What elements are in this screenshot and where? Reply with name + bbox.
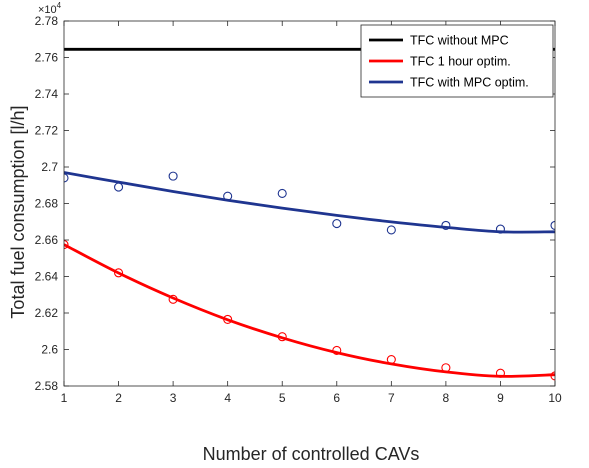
y-tick-label: 2.68	[35, 197, 59, 211]
series-line-tfc-with-mpc-optim	[64, 171, 555, 234]
x-tick-label: 3	[170, 391, 177, 405]
x-tick-label: 1	[61, 391, 68, 405]
y-tick-label: 2.7	[41, 160, 58, 174]
y-tick-label: 2.78	[35, 14, 59, 28]
x-tick-label: 5	[279, 391, 286, 405]
x-tick-label: 8	[443, 391, 450, 405]
y-multiplier-exponent: 4	[57, 1, 62, 10]
data-point-tfc-1-hour-optim	[386, 354, 396, 365]
x-tick-label: 9	[497, 391, 504, 405]
data-point-tfc-with-mpc-optim	[332, 219, 342, 229]
y-tick-label: 2.66	[35, 233, 59, 247]
y-tick-label: 2.72	[35, 124, 59, 138]
y-axis-multiplier: ×104	[38, 1, 62, 16]
y-tick-label: 2.6	[41, 343, 58, 357]
data-point-tfc-1-hour-optim	[168, 294, 178, 304]
data-point-tfc-with-mpc-optim	[64, 173, 69, 183]
y-tick-label: 2.58	[35, 379, 59, 393]
y-tick-label: 2.76	[35, 51, 59, 65]
x-tick-label: 4	[224, 391, 231, 405]
data-point-tfc-1-hour-optim	[495, 368, 505, 378]
x-tick-label: 10	[548, 391, 562, 405]
data-point-tfc-with-mpc-optim	[441, 220, 451, 230]
data-point-tfc-1-hour-optim	[64, 240, 69, 250]
data-point-tfc-1-hour-optim	[441, 363, 451, 373]
legend-label-tfc-with-mpc-optim: TFC with MPC optim.	[410, 76, 529, 90]
x-tick-label: 7	[388, 391, 395, 405]
y-axis-label: Total fuel consumption [l/h]	[8, 105, 28, 318]
series-tfc-with-mpc-optim	[64, 171, 555, 235]
series-line-tfc-1-hour-optim	[64, 243, 555, 378]
x-tick-label: 2	[115, 391, 122, 405]
data-point-tfc-1-hour-optim	[550, 371, 555, 381]
data-point-tfc-with-mpc-optim	[386, 225, 396, 235]
legend-label-tfc-without-mpc: TFC without MPC	[410, 34, 509, 48]
x-axis-label: Number of controlled CAVs	[203, 444, 420, 464]
data-point-tfc-1-hour-optim	[223, 314, 233, 324]
data-point-tfc-with-mpc-optim	[277, 188, 287, 199]
y-tick-label: 2.64	[35, 270, 59, 284]
axes: 1 2 3 4 5 6 7 8 9 10 2.58 2.6 2.62 2.64 2.66 2.68 2.7 2.7…	[35, 14, 562, 405]
legend: TFC without MPC TFC 1 hour optim. TFC with…	[360, 24, 554, 98]
data-point-tfc-with-mpc-optim	[168, 171, 178, 181]
data-point-tfc-1-hour-optim	[277, 332, 287, 342]
data-point-tfc-with-mpc-optim	[223, 191, 233, 201]
data-point-tfc-1-hour-optim	[332, 345, 342, 355]
data-point-tfc-with-mpc-optim	[495, 224, 505, 234]
data-point-tfc-with-mpc-optim	[114, 182, 124, 192]
y-tick-label: 2.74	[35, 87, 59, 101]
data-point-tfc-1-hour-optim	[114, 268, 124, 278]
y-tick-label: 2.62	[35, 306, 59, 320]
series-tfc-1-hour-optim	[64, 240, 555, 381]
data-point-tfc-with-mpc-optim	[550, 220, 555, 230]
y-multiplier-base: ×10	[38, 4, 57, 16]
legend-label-tfc-1-hour-optim: TFC 1 hour optim.	[410, 55, 511, 69]
x-tick-label: 6	[333, 391, 340, 405]
